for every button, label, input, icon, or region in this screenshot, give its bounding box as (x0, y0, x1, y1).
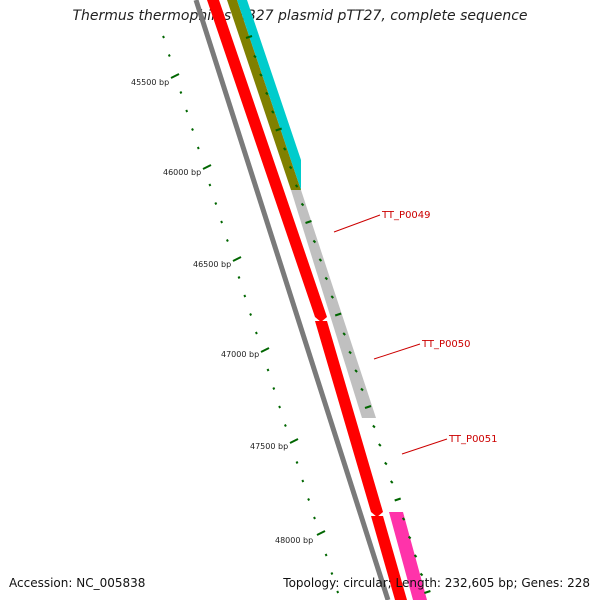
red-strand-segment-1[interactable] (207, 0, 327, 322)
outer-tick (419, 572, 424, 577)
tick-marks (162, 35, 431, 594)
tick-label-45500: 45500 bp (131, 78, 169, 87)
leader-line-tt-p0051 (401, 438, 448, 455)
topology-text: Topology: circular; Length: 232,605 bp; … (283, 576, 590, 590)
outer-tick (245, 35, 253, 39)
gene-label-tt-p0050[interactable]: TT_P0050 (421, 339, 471, 350)
outer-tick (401, 517, 406, 521)
outer-tick (265, 91, 269, 96)
gene-label-tt-p0051[interactable]: TT_P0051 (448, 434, 498, 445)
gray-gene-feature[interactable] (291, 190, 376, 418)
outer-tick (372, 424, 376, 429)
outer-tick (384, 461, 388, 466)
outer-tick (253, 54, 257, 59)
outer-tick (271, 110, 275, 114)
major-tick (232, 256, 242, 262)
outer-tick (282, 147, 287, 151)
olive-feature[interactable] (227, 0, 301, 190)
tick-label-48000: 48000 bp (275, 536, 313, 545)
leader-line-tt-p0049 (333, 214, 381, 233)
tick-label-47000: 47000 bp (221, 350, 259, 359)
minor-tick (243, 294, 247, 298)
outer-tick (378, 443, 382, 447)
tick-label-47500: 47500 bp (250, 442, 288, 451)
minor-tick (330, 572, 334, 575)
outer-tick (312, 239, 317, 244)
red-strand-segment-3[interactable] (371, 516, 407, 600)
minor-tick (185, 109, 189, 113)
outer-tick (324, 276, 329, 281)
minor-tick (237, 276, 241, 279)
outer-tick (364, 405, 372, 409)
minor-tick (214, 202, 218, 205)
major-tick (289, 438, 299, 444)
map-title: Thermus thermophilus HB27 plasmid pTT27,… (72, 8, 528, 24)
minor-tick (220, 220, 223, 224)
minor-tick (336, 590, 340, 594)
tick-label-46500: 46500 bp (193, 260, 231, 269)
minor-tick (307, 498, 310, 501)
minor-tick (255, 331, 258, 335)
tick-label-46000: 46000 bp (163, 168, 201, 177)
outer-tick (305, 220, 312, 224)
minor-tick (324, 553, 328, 557)
outer-tick (275, 127, 283, 132)
outer-tick (300, 202, 305, 207)
outer-tick (389, 480, 394, 484)
outer-tick (424, 590, 431, 594)
minor-tick (278, 405, 281, 409)
minor-tick (266, 368, 270, 372)
outer-tick (330, 295, 335, 299)
minor-tick (249, 313, 252, 316)
minor-tick (167, 54, 171, 57)
minor-tick (162, 35, 165, 39)
outer-tick (348, 350, 352, 355)
outer-tick (413, 554, 418, 558)
minor-tick (208, 183, 212, 187)
cyan-feature[interactable] (237, 0, 301, 190)
outer-tick (294, 184, 299, 188)
accession-text: Accession: NC_005838 (9, 576, 146, 590)
minor-tick (196, 146, 200, 150)
outer-tick (394, 497, 402, 502)
outer-tick (354, 369, 358, 373)
minor-tick (295, 461, 299, 464)
minor-tick (284, 424, 287, 427)
minor-tick (226, 239, 229, 242)
minor-tick (301, 479, 305, 483)
minor-tick (313, 516, 316, 520)
major-tick (202, 164, 212, 170)
outer-tick (342, 332, 346, 336)
backbone-line (193, 0, 391, 600)
major-tick (170, 73, 180, 79)
outer-tick (407, 535, 412, 540)
leader-line-tt-p0050 (373, 343, 421, 360)
red-strand-segment-2[interactable] (315, 321, 383, 517)
minor-tick (179, 91, 183, 94)
minor-tick (272, 387, 276, 390)
outer-tick (259, 73, 263, 77)
major-tick (260, 347, 270, 353)
outer-tick (360, 387, 364, 392)
outer-tick (318, 258, 323, 262)
outer-tick (288, 165, 293, 170)
major-tick (316, 530, 326, 536)
minor-tick (191, 128, 194, 131)
gene-label-tt-p0049[interactable]: TT_P0049 (381, 210, 431, 221)
magenta-feature[interactable] (389, 512, 427, 600)
outer-tick (334, 312, 342, 317)
